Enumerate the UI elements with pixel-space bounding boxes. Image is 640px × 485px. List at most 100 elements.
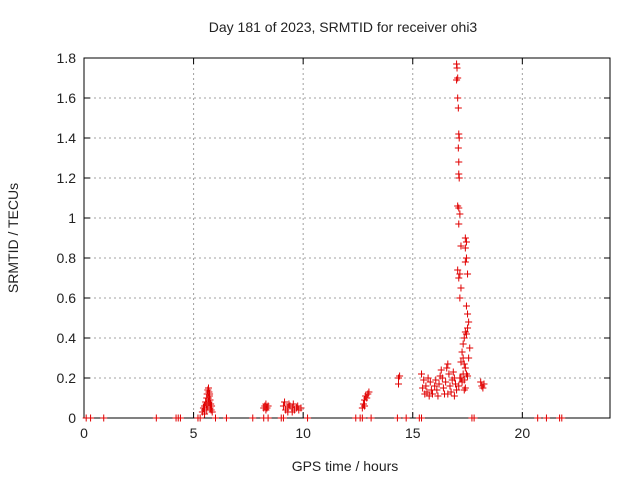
data-point [460,386,468,394]
x-tick-label: 5 [190,425,198,441]
data-point [453,64,461,72]
data-point [87,414,95,422]
y-tick-label: 1.6 [57,90,77,106]
data-point [424,374,432,382]
data-point [466,344,474,352]
data-point [421,390,429,398]
data-point [264,414,272,422]
data-point [204,394,212,402]
y-tick-label: 1 [68,210,76,226]
data-point [464,372,472,380]
data-point [454,266,462,274]
data-point [461,364,469,372]
data-point [455,174,463,182]
data-point [457,284,465,292]
data-point [402,414,410,422]
data-point [443,364,451,372]
data-point [433,386,441,394]
data-point [264,402,272,410]
data-point [558,414,566,422]
y-tick-label: 0.4 [57,330,77,346]
x-tick-label: 0 [80,425,88,441]
data-point [446,382,454,390]
data-point [425,392,433,400]
data-point [437,366,445,374]
data-point [456,210,464,218]
data-point [455,382,463,390]
data-point [480,380,488,388]
data-point [460,334,468,342]
data-point [426,378,434,386]
data-point [445,370,453,378]
data-point [367,414,375,422]
x-tick-label: 20 [515,425,531,441]
data-point [455,204,463,212]
data-point [459,340,467,348]
data-point [249,414,257,422]
data-point [206,390,214,398]
data-point [465,354,473,362]
y-tick-label: 1.8 [57,50,77,66]
data-point [465,318,473,326]
data-point [455,220,463,228]
x-tick-label: 15 [405,425,421,441]
data-point [212,414,219,422]
data-point [457,358,465,366]
data-point [279,402,287,410]
data-point [395,380,403,388]
data-point [438,374,446,382]
data-point [196,414,204,422]
data-point [453,76,461,84]
data-point [457,242,465,250]
data-point [461,258,469,266]
data-point [454,104,462,112]
data-point [435,380,443,388]
data-points [82,60,566,422]
x-axis-label: GPS time / hours [292,458,399,474]
data-point [289,400,297,408]
data-point [262,406,270,414]
y-axis-label: SRMTID / TECUs [5,183,21,293]
y-tick-label: 0.2 [57,370,77,386]
data-point [456,270,464,278]
data-point [176,414,184,422]
data-point [418,414,426,422]
plot-area-frame [83,57,611,419]
data-point [363,394,371,402]
data-point [361,402,369,410]
data-point [479,384,487,392]
data-point [439,384,447,392]
data-point [281,398,289,406]
data-point [442,378,450,386]
data-point [202,400,210,408]
data-point [470,414,478,422]
data-point [152,414,160,422]
data-point [432,376,440,384]
y-tick-label: 1.4 [57,130,77,146]
data-point [455,274,463,282]
data-point [418,370,426,378]
y-tick-label: 0.6 [57,290,77,306]
data-point [297,404,305,412]
data-point [396,372,404,380]
data-point [208,402,216,410]
data-point [444,360,452,368]
axis-ticks: 0 5 10 15 20 0 0.2 0.4 0.6 0.8 1 1.2 1.4 1.6 1.8 [57,50,610,441]
data-point [456,374,464,382]
data-point [222,414,230,422]
data-point [288,408,296,416]
data-point [208,408,216,416]
data-point [458,378,466,386]
data-point [464,270,472,278]
data-point [419,384,427,392]
data-point [464,310,472,318]
data-point [462,238,470,246]
data-point [201,406,209,414]
chart-title: Day 181 of 2023, SRMTID for receiver ohi… [209,19,478,35]
data-point [455,158,463,166]
data-point [304,414,312,422]
data-point [461,244,469,252]
data-point [434,392,442,400]
data-point [393,414,401,422]
